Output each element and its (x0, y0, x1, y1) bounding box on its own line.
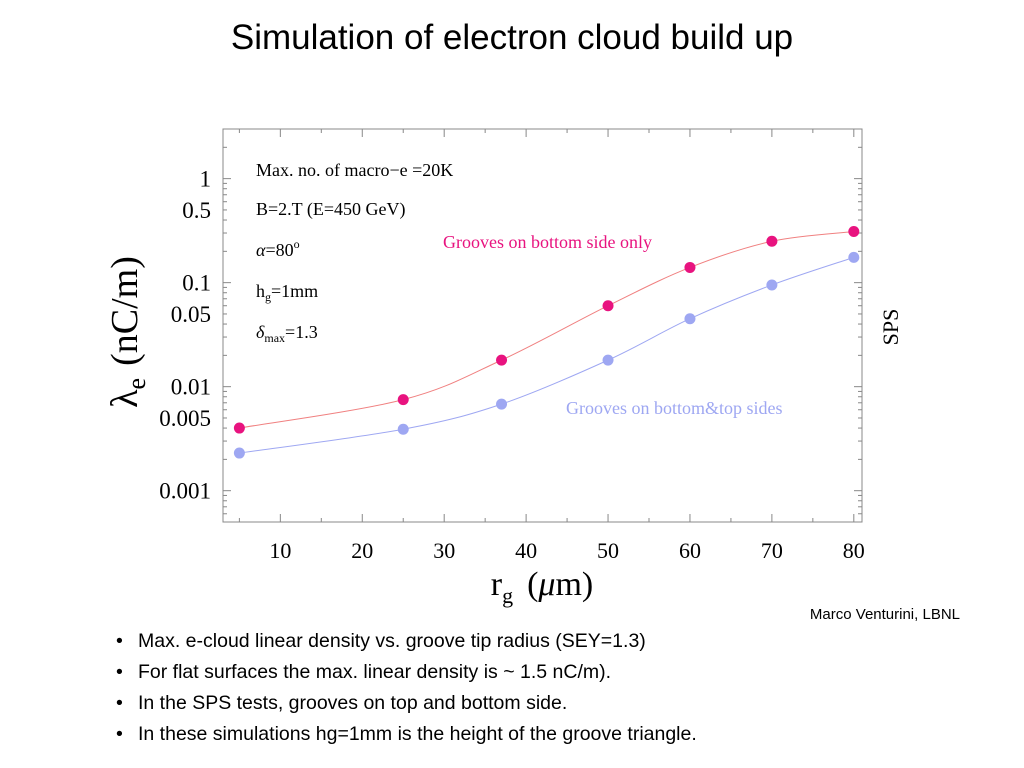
slide-title: Simulation of electron cloud build up (230, 18, 794, 57)
annotation-alpha-sup: o (294, 237, 300, 251)
x-tick-label: 30 (433, 538, 455, 563)
bullet-item: In these simulations hg=1mm is the heigh… (112, 719, 697, 750)
x-axis-label-rest: m) (555, 566, 593, 603)
annotation-hg-symbol: h (256, 281, 265, 301)
axis-ticks: 10 20 30 40 50 60 70 80 0.001 0.005 0.01 0.05 0.1 0.5… (159, 128, 865, 563)
y-tick-label: 0.5 (182, 198, 211, 223)
data-point-series-1 (233, 447, 245, 459)
annotation-macro: Max. no. of macro−e =20K (256, 160, 453, 180)
x-tick-label: 60 (679, 538, 701, 563)
y-tick-label: 0.005 (159, 406, 211, 431)
annotation-delta-sub: max (264, 331, 285, 345)
x-tick-label: 80 (843, 538, 865, 563)
data-point-series-1 (848, 251, 860, 263)
annotation-delta-value: =1.3 (285, 322, 318, 342)
x-axis-label-sub: g (502, 583, 513, 608)
data-point-series-1 (684, 313, 696, 325)
y-axis-label-sub: e (122, 378, 151, 390)
annotation-field: B=2.T (E=450 GeV) (256, 199, 405, 220)
bullet-item: In the SPS tests, grooves on top and bot… (112, 688, 697, 719)
side-label-sps: SPS (878, 309, 903, 346)
series-line-1 (239, 256, 854, 454)
data-point-series-1 (602, 354, 614, 366)
data-point-series-1 (496, 398, 508, 410)
x-axis-label-open: ( (527, 566, 538, 603)
annotation-hg-sub: g (265, 290, 271, 304)
y-axis-label: λe (nC/m) (104, 256, 151, 408)
x-tick-label: 70 (761, 538, 783, 563)
x-tick-label: 40 (515, 538, 537, 563)
x-tick-label: 50 (597, 538, 619, 563)
data-point-series-0 (848, 226, 860, 238)
data-point-series-1 (766, 279, 778, 291)
series-label-bottom-top: Grooves on bottom&top sides (566, 398, 783, 418)
annotation-delta-symbol: δ (256, 322, 265, 342)
author-credit: Marco Venturini, LBNL (809, 606, 960, 623)
plot-frame (222, 128, 863, 523)
data-point-series-0 (233, 422, 245, 434)
y-tick-label: 0.1 (182, 271, 211, 296)
annotation-delta: δmax=1.3 (256, 322, 318, 345)
x-tick-label: 10 (269, 538, 291, 563)
y-tick-label: 0.001 (159, 479, 211, 504)
annotation-alpha: α=80o (256, 237, 300, 260)
annotation-hg-value: =1mm (271, 281, 318, 301)
annotation-hg: hg=1mm (256, 281, 318, 304)
bullet-item: For flat surfaces the max. linear densit… (112, 657, 697, 688)
bullet-item: Max. e-cloud linear density vs. groove t… (112, 626, 697, 657)
data-point-series-0 (602, 300, 614, 312)
y-tick-label: 1 (200, 167, 212, 192)
x-tick-label: 20 (351, 538, 373, 563)
data-point-series-0 (684, 261, 696, 273)
annotation-alpha-value: =80 (265, 240, 293, 260)
x-axis-label-mu: μ (537, 566, 555, 603)
series-lines (239, 231, 854, 454)
series-label-bottom-only: Grooves on bottom side only (443, 232, 652, 252)
y-axis-label-unit: (nC/m) (104, 256, 146, 366)
bullet-list: Max. e-cloud linear density vs. groove t… (112, 626, 697, 750)
y-tick-label: 0.01 (171, 375, 211, 400)
x-axis-label: rg (μm) (491, 566, 594, 608)
annotation-alpha-symbol: α (256, 240, 266, 260)
data-point-series-0 (766, 235, 778, 247)
x-axis-label-symbol: r (491, 566, 503, 603)
series-points (233, 226, 860, 459)
data-point-series-0 (397, 394, 409, 406)
y-axis-label-symbol: λ (104, 389, 146, 408)
data-point-series-0 (496, 354, 508, 366)
data-point-series-1 (397, 423, 409, 435)
y-tick-label: 0.05 (171, 302, 211, 327)
electron-cloud-chart: 10 20 30 40 50 60 70 80 0.001 0.005 0.01 0.05 0.1 0.5… (104, 128, 903, 608)
